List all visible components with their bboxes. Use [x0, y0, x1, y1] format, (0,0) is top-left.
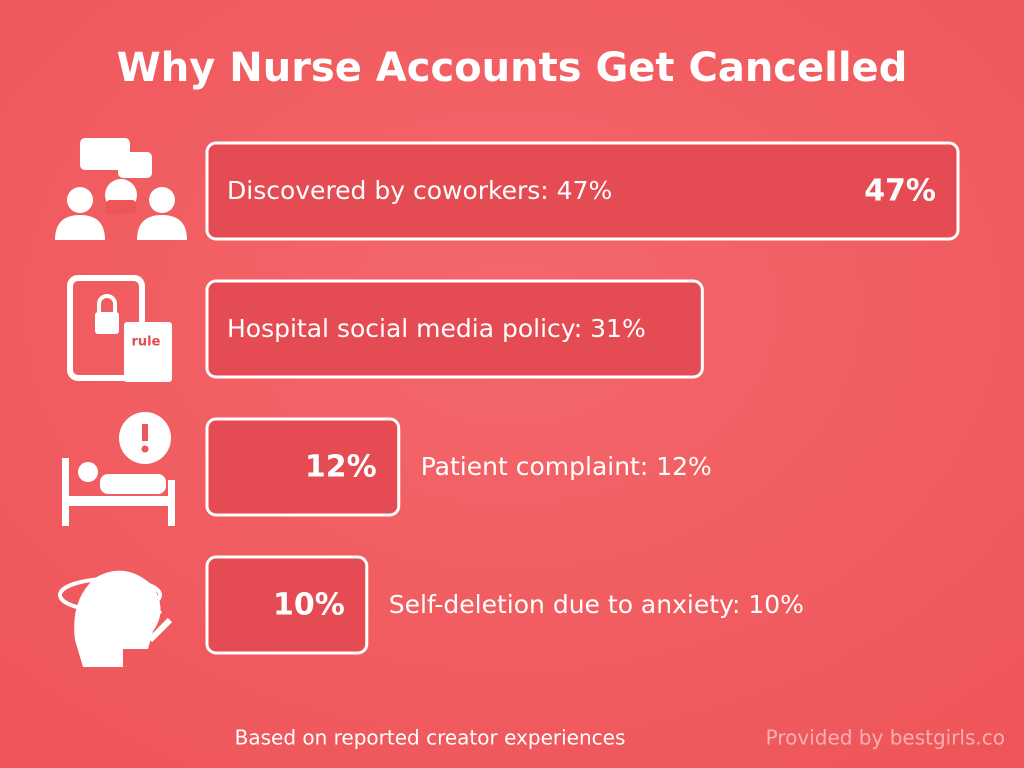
- icon-anxiety: [58, 570, 173, 667]
- category-label: Hospital social media policy: 31%: [227, 314, 646, 343]
- bar: [205, 279, 704, 379]
- chart-title: Why Nurse Accounts Get Cancelled: [117, 45, 908, 91]
- value-label: 10%: [273, 588, 345, 623]
- bar: [205, 141, 960, 241]
- icon-label: rule: [132, 335, 161, 350]
- value-label: 47%: [864, 174, 936, 209]
- icon-patient: [62, 412, 175, 526]
- category-label: Patient complaint: 12%: [421, 452, 712, 481]
- value-label: 12%: [305, 450, 377, 485]
- footnote: Based on reported creator experiences: [235, 726, 626, 750]
- icon-policy: rule: [67, 275, 172, 382]
- credit: Provided by bestgirls.co: [766, 726, 1005, 750]
- icon-coworkers: [55, 138, 187, 240]
- bar: [205, 555, 369, 655]
- bar: [205, 417, 401, 517]
- category-label: Self-deletion due to anxiety: 10%: [389, 590, 804, 619]
- category-label: Discovered by coworkers: 47%: [227, 176, 612, 205]
